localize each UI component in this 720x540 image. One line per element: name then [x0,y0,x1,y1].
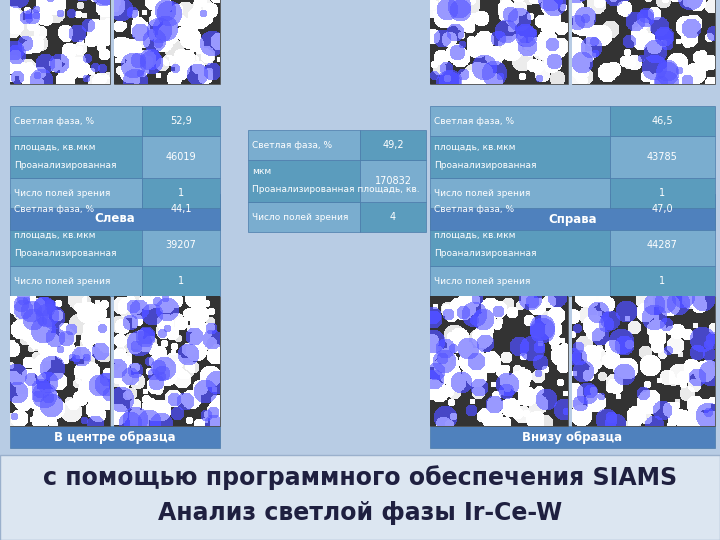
Bar [610,194,715,224]
Text: площадь, кв.мкм: площадь, кв.мкм [14,143,96,152]
Text: Светлая фаза, %: Светлая фаза, % [434,117,514,125]
Bar [610,136,715,178]
Bar [430,0,568,84]
Bar [610,266,715,296]
Text: 4: 4 [390,212,396,222]
Bar [248,202,360,232]
Bar [143,106,220,136]
Text: площадь, кв.мкм: площадь, кв.мкм [434,231,516,240]
Bar [430,208,715,230]
Bar [143,266,220,296]
Text: Внизу образца: Внизу образца [523,430,623,443]
Text: Число полей зрения: Число полей зрения [434,188,531,198]
Bar [430,106,610,136]
Bar [248,130,360,160]
Text: Число полей зрения: Число полей зрения [434,276,531,286]
Text: 46019: 46019 [166,152,197,162]
Text: с помощью программного обеспечения SIAMS: с помощью программного обеспечения SIAMS [43,465,677,490]
Bar [143,194,220,224]
Bar [430,194,610,224]
Text: 44287: 44287 [647,240,678,250]
Bar [10,296,110,426]
Text: Проанализированная: Проанализированная [434,161,536,170]
Bar [430,426,715,448]
Bar [610,106,715,136]
Text: 170832: 170832 [374,176,412,186]
Text: 49,2: 49,2 [382,140,404,150]
Bar [10,426,220,448]
Bar [10,224,143,266]
Text: Проанализированная: Проанализированная [434,249,536,258]
Text: Анализ светлой фазы Ir-Ce-W: Анализ светлой фазы Ir-Ce-W [158,501,562,525]
Text: 1: 1 [178,276,184,286]
Bar [360,160,426,202]
Bar [610,178,715,208]
Bar [572,0,715,84]
Bar [360,130,426,160]
Bar [430,296,568,426]
Bar [10,0,110,84]
Text: Светлая фаза, %: Светлая фаза, % [434,205,514,213]
Text: площадь, кв.мкм: площадь, кв.мкм [434,143,516,152]
Text: 47,0: 47,0 [652,204,673,214]
Text: Число полей зрения: Число полей зрения [14,276,110,286]
Text: 1: 1 [660,276,665,286]
Text: Светлая фаза, %: Светлая фаза, % [14,205,94,213]
Bar [610,224,715,266]
Bar [248,160,360,202]
Text: Проанализированная площадь, кв.: Проанализированная площадь, кв. [252,185,420,194]
Text: Светлая фаза, %: Светлая фаза, % [252,140,332,150]
Bar [10,178,143,208]
Bar [430,266,610,296]
Text: 44,1: 44,1 [171,204,192,214]
Text: мкм: мкм [252,167,271,176]
Text: Число полей зрения: Число полей зрения [14,188,110,198]
Bar [572,296,715,426]
Bar [10,194,143,224]
Bar [10,136,143,178]
Bar [143,224,220,266]
Bar [360,202,426,232]
Text: Светлая фаза, %: Светлая фаза, % [14,117,94,125]
Bar [10,208,220,230]
Bar [114,0,220,84]
Text: Проанализированная: Проанализированная [14,161,117,170]
Text: Число полей зрения: Число полей зрения [252,213,348,221]
Text: Слева: Слева [94,213,135,226]
Text: Проанализированная: Проанализированная [14,249,117,258]
Text: 43785: 43785 [647,152,678,162]
Text: В центре образца: В центре образца [54,430,176,443]
Text: Справа: Справа [548,213,597,226]
Bar [430,178,610,208]
Bar [143,136,220,178]
Text: 46,5: 46,5 [652,116,673,126]
Text: 52,9: 52,9 [170,116,192,126]
Text: 39207: 39207 [166,240,197,250]
Bar [0,455,720,540]
Bar [10,266,143,296]
Text: 1: 1 [178,188,184,198]
Bar [10,106,143,136]
Bar [430,224,610,266]
Bar [143,178,220,208]
Bar [430,136,610,178]
Text: 1: 1 [660,188,665,198]
Text: площадь, кв.мкм: площадь, кв.мкм [14,231,96,240]
Bar [114,296,220,426]
